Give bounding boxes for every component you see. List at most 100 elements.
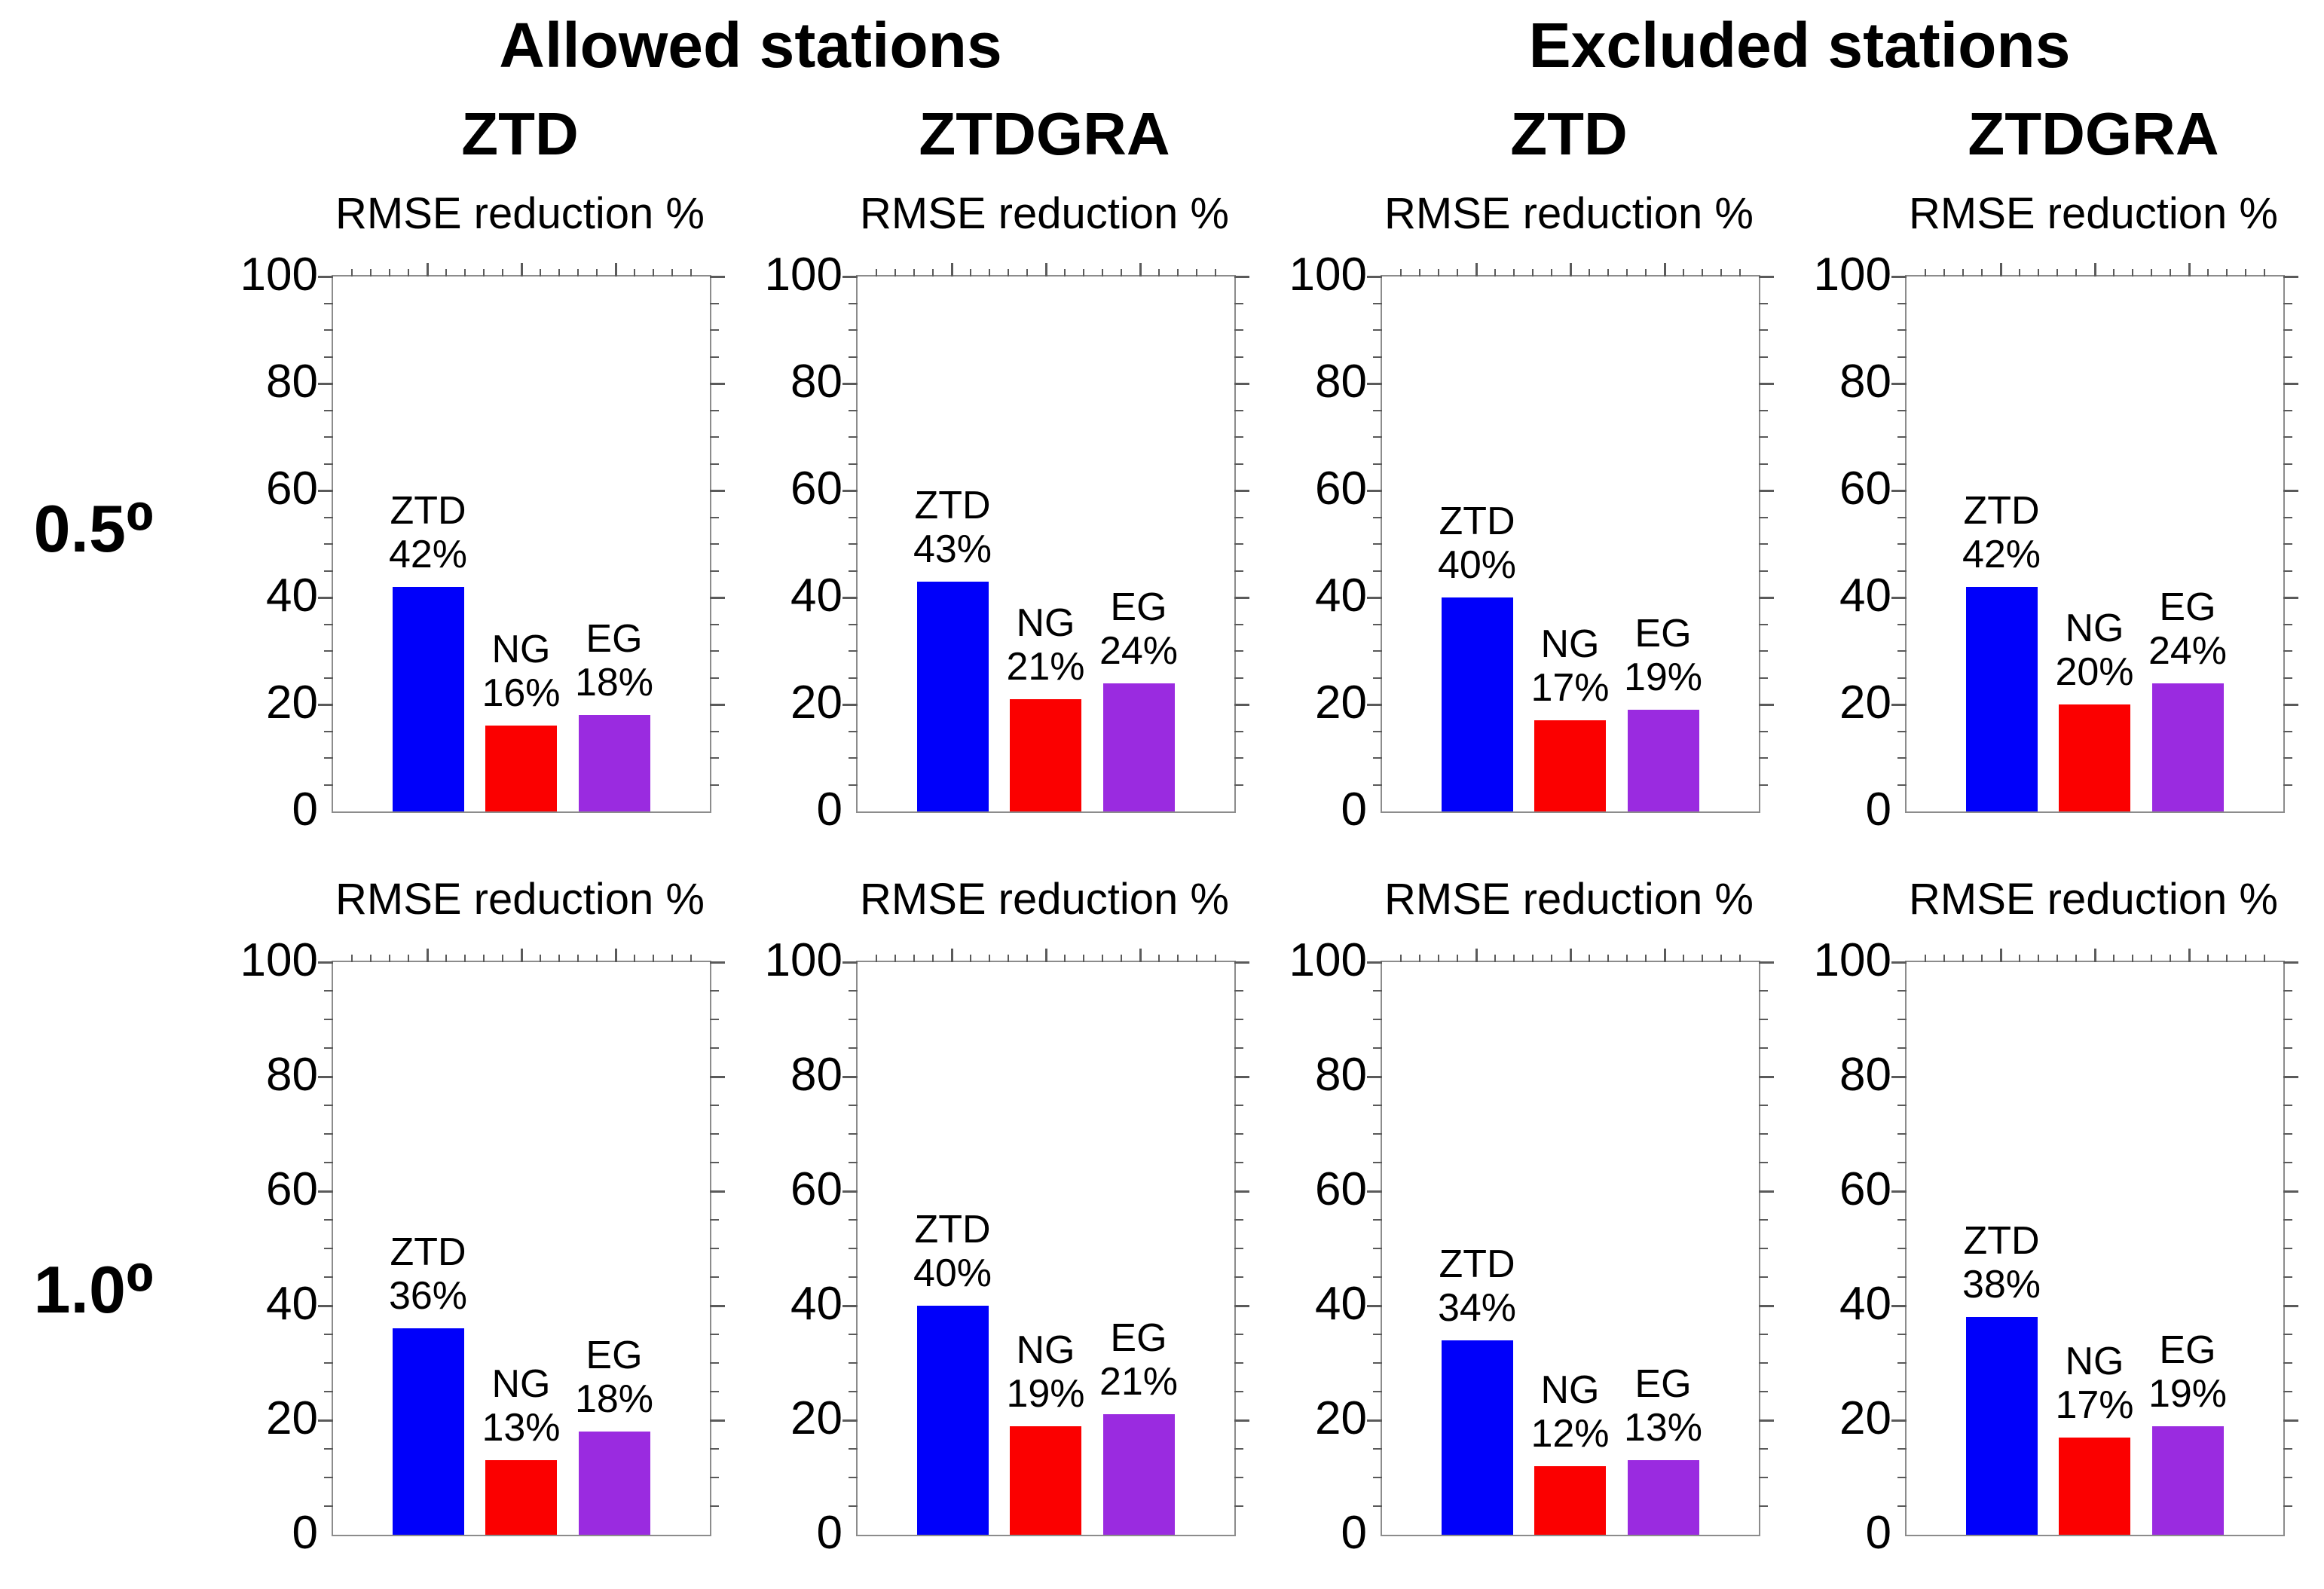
y-axis-right-tick <box>710 1105 719 1106</box>
x-axis-top-tick <box>1570 949 1572 962</box>
y-axis-tick <box>324 463 333 465</box>
y-axis-tick-label: 60 <box>790 463 842 515</box>
x-axis-top-tick <box>389 955 390 962</box>
y-axis-tick <box>849 543 858 545</box>
bar-ng <box>1010 698 1081 811</box>
x-axis-top-tick <box>1720 269 1722 277</box>
y-axis-right-tick <box>1234 1076 1249 1078</box>
y-axis-tick <box>1373 1362 1382 1364</box>
plot-area: ZTD 43% NG 21% EG 24% <box>842 263 1249 813</box>
x-axis-top-tick <box>2094 949 2096 962</box>
y-axis-tick <box>1897 436 1907 438</box>
y-axis-right-tick <box>710 1391 719 1392</box>
y-axis-tick <box>324 677 333 679</box>
y-axis-tick <box>324 516 333 518</box>
bar-eg <box>1102 1414 1175 1535</box>
bar-eg <box>1627 1460 1699 1535</box>
x-axis-top-tick <box>351 269 353 277</box>
y-axis-right-tick <box>710 1305 725 1307</box>
y-axis-tick <box>849 1276 858 1278</box>
x-axis-top-tick <box>521 949 523 962</box>
y-axis-tick <box>849 1219 858 1221</box>
y-axis-right-tick <box>1759 757 1768 759</box>
x-axis-top-tick <box>351 955 353 962</box>
y-axis-right-tick <box>1759 1276 1768 1278</box>
y-axis-tick <box>849 1391 858 1392</box>
x-axis-top-tick <box>690 269 692 277</box>
y-axis-right-tick <box>1234 1219 1243 1221</box>
x-axis-top-tick <box>1139 263 1142 277</box>
y-axis-tick <box>1891 1076 1907 1078</box>
chart-title: RMSE reduction % <box>335 875 705 924</box>
y-axis-right-tick <box>710 1448 719 1450</box>
plot-area: ZTD 40% NG 19% EG 21% <box>842 949 1249 1536</box>
y-axis-right-tick <box>2283 1362 2292 1364</box>
y-axis-right-tick <box>2283 1248 2292 1249</box>
bar-ng <box>2059 704 2130 811</box>
x-axis-top-tick <box>1400 269 1402 277</box>
x-axis-top-tick <box>1026 955 1028 962</box>
x-axis-top-tick <box>540 955 541 962</box>
y-axis-tick-label: 100 <box>1813 249 1891 301</box>
y-axis-right-tick <box>710 436 719 438</box>
y-axis-right-tick <box>1234 730 1243 732</box>
y-axis-tick <box>1897 1276 1907 1278</box>
x-axis-top-tick <box>1102 269 1103 277</box>
y-axis-right-tick <box>1234 597 1249 599</box>
x-axis-top-tick <box>2000 263 2002 277</box>
x-axis-top-tick <box>1981 269 1983 277</box>
x-axis-top-tick <box>932 269 934 277</box>
x-axis-top-tick <box>1589 269 1590 277</box>
x-axis-top-tick <box>1438 955 1439 962</box>
y-axis-right-tick <box>710 1362 719 1364</box>
y-axis-right-tick <box>1759 516 1768 518</box>
y-axis-right-tick <box>1234 516 1243 518</box>
bar-ng <box>1010 1426 1081 1535</box>
x-axis-top-tick <box>577 269 579 277</box>
bar-label-ztd: ZTD 43% <box>913 483 992 571</box>
y-axis-right-tick <box>2283 1219 2292 1221</box>
y-axis-tick-label: 20 <box>1315 1392 1367 1444</box>
y-axis-tick <box>324 1047 333 1049</box>
y-axis-tick <box>1897 1105 1907 1106</box>
x-axis-top-tick <box>615 263 617 277</box>
y-axis-right-tick <box>710 1505 719 1507</box>
y-axis-right-tick <box>710 1276 719 1278</box>
x-axis-top-tick <box>1196 269 1197 277</box>
y-axis-tick-label: 40 <box>266 570 318 622</box>
x-axis-top-tick <box>1720 955 1722 962</box>
y-axis-tick <box>1373 1133 1382 1135</box>
y-axis-right-tick <box>1759 1391 1768 1392</box>
y-axis-tick <box>1373 1162 1382 1163</box>
x-axis-top-tick <box>1008 269 1009 277</box>
y-axis-tick <box>324 1133 333 1135</box>
y-axis-tick <box>1897 1505 1907 1507</box>
y-axis-tick <box>842 1076 858 1078</box>
y-axis-tick <box>842 1419 858 1422</box>
bar-label-eg: EG 18% <box>574 617 654 705</box>
bar-eg <box>1102 683 1175 811</box>
bar-label-ztd: ZTD 40% <box>913 1208 992 1295</box>
x-axis-top-tick <box>1962 269 1964 277</box>
bar-label-ng: NG 21% <box>1006 600 1085 689</box>
y-axis-right-tick <box>2283 490 2298 492</box>
x-axis-top-tick <box>1158 269 1160 277</box>
y-axis-tick <box>324 990 333 992</box>
y-axis-tick <box>849 1133 858 1135</box>
y-axis-tick-label: 40 <box>266 1278 318 1330</box>
y-axis-tick <box>324 1334 333 1335</box>
y-axis-tick <box>849 990 858 992</box>
bar-label-ng: NG 20% <box>2055 607 2134 694</box>
x-axis-top-tick <box>1702 955 1703 962</box>
y-axis-right-tick <box>2283 623 2292 625</box>
y-axis-tick-label: 100 <box>1813 934 1891 986</box>
x-axis-top-tick <box>1513 269 1515 277</box>
bar-label-ztd: ZTD 36% <box>388 1230 468 1319</box>
bar-label-eg: EG 19% <box>2148 1328 2228 1416</box>
y-axis-tick <box>1373 302 1382 304</box>
y-axis-right-tick <box>2283 990 2292 992</box>
y-axis-right-tick <box>1234 961 1249 964</box>
bar-ng <box>2059 1437 2130 1535</box>
y-axis-right-tick <box>710 730 719 732</box>
y-axis-tick <box>1897 650 1907 652</box>
